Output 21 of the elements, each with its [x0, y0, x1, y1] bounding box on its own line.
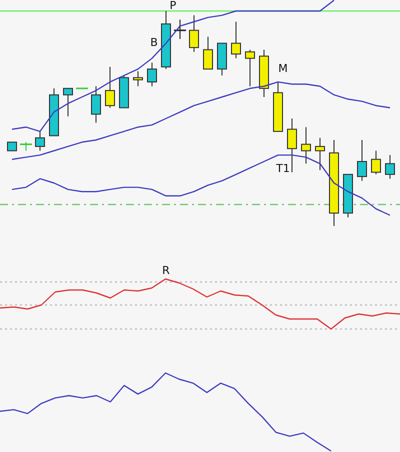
candlestick — [287, 118, 297, 173]
candlestick — [371, 150, 381, 175]
annotation: B — [150, 36, 158, 49]
candlestick — [357, 140, 367, 182]
candlestick — [105, 66, 115, 108]
candlestick — [189, 14, 199, 52]
candlestick — [301, 126, 311, 164]
annotation: P — [170, 0, 177, 12]
candlestick — [147, 62, 157, 87]
candlestick — [91, 86, 101, 124]
candlestick — [315, 137, 325, 171]
candlestick — [231, 21, 241, 59]
candlestick — [385, 154, 395, 180]
candlestick — [35, 130, 45, 152]
candlestick — [63, 88, 73, 117]
candlestick — [245, 49, 255, 87]
candlestick — [133, 70, 143, 87]
annotation: M — [278, 62, 288, 75]
text: R — [162, 264, 170, 277]
candlestick — [203, 36, 213, 70]
annotation: T1 — [275, 162, 290, 175]
